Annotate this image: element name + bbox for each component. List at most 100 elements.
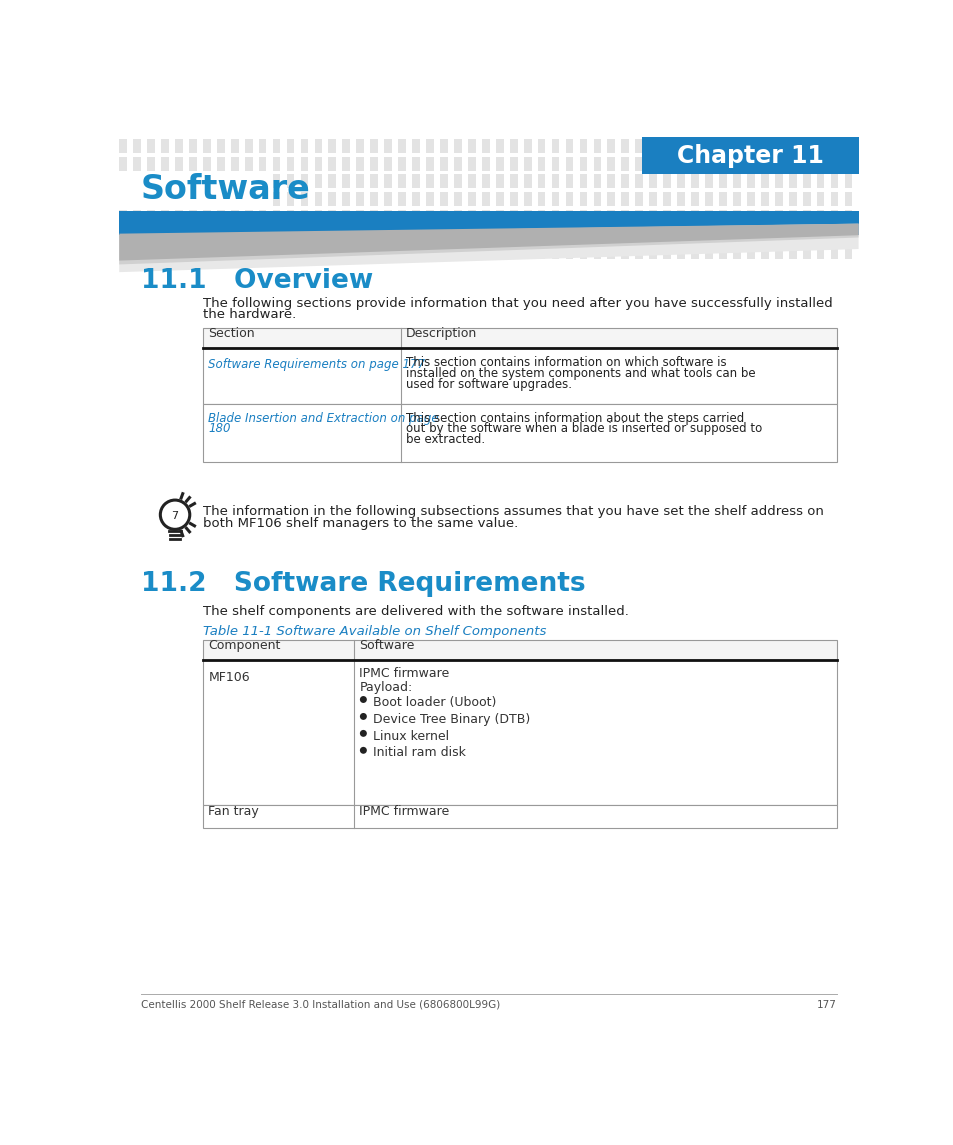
Bar	[384, 192, 392, 206]
Bar	[412, 139, 419, 152]
Bar	[565, 139, 573, 152]
Bar	[843, 192, 852, 206]
Bar	[620, 139, 629, 152]
Text: The shelf components are delivered with the software installed.: The shelf components are delivered with …	[203, 605, 628, 618]
Bar	[426, 157, 434, 171]
Bar	[719, 210, 726, 223]
Bar	[843, 210, 852, 223]
Bar	[496, 228, 503, 242]
Bar	[119, 139, 127, 152]
Bar	[635, 210, 642, 223]
Bar	[384, 245, 392, 259]
Bar	[203, 228, 211, 242]
Bar	[439, 210, 447, 223]
Bar	[412, 228, 419, 242]
Bar	[119, 157, 127, 171]
Bar	[356, 210, 364, 223]
Bar	[203, 805, 836, 828]
Circle shape	[359, 729, 367, 737]
Bar	[774, 210, 781, 223]
Bar	[133, 210, 141, 223]
Text: Boot loader (Uboot): Boot loader (Uboot)	[373, 696, 497, 709]
Bar	[370, 174, 377, 188]
Bar	[537, 139, 545, 152]
Bar	[607, 139, 615, 152]
Bar	[468, 192, 476, 206]
Bar	[245, 210, 253, 223]
Bar	[342, 192, 350, 206]
Bar	[174, 245, 183, 259]
Bar	[620, 174, 629, 188]
Bar	[579, 174, 587, 188]
Bar	[147, 210, 154, 223]
Bar	[286, 245, 294, 259]
Bar	[161, 245, 169, 259]
Bar	[245, 228, 253, 242]
Bar	[551, 228, 558, 242]
Bar	[342, 245, 350, 259]
Bar	[677, 245, 684, 259]
Bar	[412, 157, 419, 171]
Bar	[286, 192, 294, 206]
Bar	[565, 210, 573, 223]
Bar	[481, 192, 489, 206]
Bar	[788, 174, 796, 188]
Text: IPMC firmware: IPMC firmware	[359, 805, 449, 818]
Text: Linux kernel: Linux kernel	[373, 729, 449, 742]
Bar	[300, 192, 308, 206]
Bar	[788, 210, 796, 223]
Polygon shape	[119, 223, 858, 273]
Bar	[286, 174, 294, 188]
Bar	[872, 192, 880, 206]
Bar	[216, 157, 224, 171]
Bar	[300, 157, 308, 171]
Bar	[496, 192, 503, 206]
Bar	[454, 210, 461, 223]
Circle shape	[359, 696, 367, 703]
Text: Fan tray: Fan tray	[208, 805, 259, 818]
Bar	[649, 192, 657, 206]
Bar	[328, 210, 335, 223]
Bar	[439, 157, 447, 171]
Bar	[370, 245, 377, 259]
Bar	[607, 245, 615, 259]
Bar	[439, 139, 447, 152]
Bar	[286, 157, 294, 171]
Bar	[314, 157, 322, 171]
Bar	[509, 245, 517, 259]
Bar	[397, 228, 406, 242]
Bar	[774, 245, 781, 259]
Bar	[496, 174, 503, 188]
Bar	[286, 228, 294, 242]
Bar	[203, 210, 211, 223]
Bar	[858, 174, 865, 188]
Bar	[509, 210, 517, 223]
Bar	[635, 174, 642, 188]
Bar	[119, 210, 127, 223]
Bar	[872, 210, 880, 223]
Bar	[203, 640, 836, 661]
Bar	[509, 228, 517, 242]
Bar	[593, 157, 600, 171]
Bar	[203, 139, 211, 152]
Text: Centellis 2000 Shelf Release 3.0 Installation and Use (6806800L99G): Centellis 2000 Shelf Release 3.0 Install…	[141, 1000, 499, 1010]
Bar	[328, 157, 335, 171]
Bar	[245, 139, 253, 152]
Bar	[273, 157, 280, 171]
Bar	[468, 228, 476, 242]
Bar	[426, 210, 434, 223]
Bar	[523, 228, 531, 242]
Bar	[816, 210, 823, 223]
Bar	[551, 245, 558, 259]
Bar	[314, 174, 322, 188]
Bar	[454, 192, 461, 206]
Bar	[830, 245, 838, 259]
Bar	[328, 139, 335, 152]
Bar	[662, 210, 670, 223]
Text: Software: Software	[359, 639, 415, 653]
Bar	[119, 228, 127, 242]
Bar	[133, 139, 141, 152]
Bar	[300, 139, 308, 152]
Bar	[439, 228, 447, 242]
Bar	[565, 228, 573, 242]
